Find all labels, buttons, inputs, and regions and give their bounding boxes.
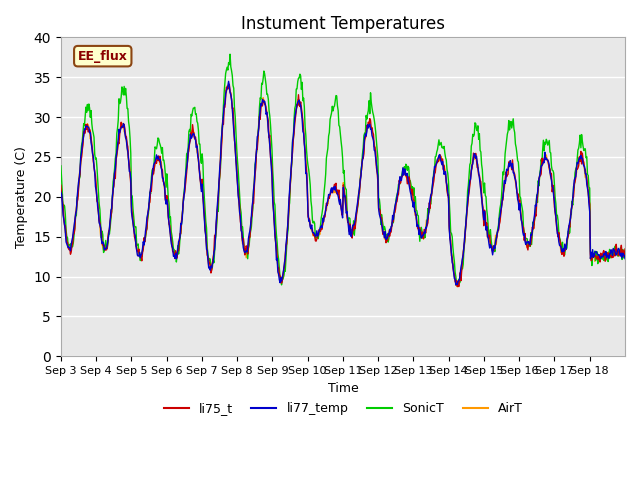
SonicT bbox=[124, 106, 131, 111]
li75_t bbox=[124, 141, 131, 146]
Y-axis label: Temperature (C): Temperature (C) bbox=[15, 146, 28, 248]
Line: li77_temp: li77_temp bbox=[61, 81, 625, 285]
li77_temp bbox=[255, 114, 263, 120]
SonicT bbox=[228, 68, 236, 73]
SonicT bbox=[226, 51, 234, 57]
Line: AirT: AirT bbox=[61, 84, 625, 287]
li77_temp bbox=[225, 78, 232, 84]
AirT bbox=[124, 143, 131, 148]
AirT bbox=[454, 284, 461, 290]
li75_t bbox=[225, 82, 233, 87]
AirT bbox=[225, 82, 232, 87]
AirT bbox=[621, 249, 629, 254]
li75_t bbox=[621, 246, 629, 252]
li77_temp bbox=[277, 275, 285, 281]
SonicT bbox=[621, 251, 629, 256]
SonicT bbox=[57, 163, 65, 169]
li77_temp bbox=[621, 256, 629, 262]
AirT bbox=[228, 96, 236, 102]
AirT bbox=[402, 174, 410, 180]
li77_temp bbox=[434, 156, 442, 162]
SonicT bbox=[435, 142, 442, 148]
SonicT bbox=[278, 282, 285, 288]
li77_temp bbox=[57, 190, 65, 195]
AirT bbox=[57, 182, 65, 188]
li75_t bbox=[402, 173, 410, 179]
Text: EE_flux: EE_flux bbox=[78, 49, 128, 63]
SonicT bbox=[255, 104, 263, 110]
li77_temp bbox=[124, 145, 131, 151]
li77_temp bbox=[452, 282, 460, 288]
AirT bbox=[434, 156, 442, 162]
li75_t bbox=[434, 158, 442, 164]
Line: SonicT: SonicT bbox=[61, 54, 625, 285]
li75_t bbox=[277, 276, 285, 281]
AirT bbox=[277, 280, 285, 286]
li77_temp bbox=[228, 96, 236, 102]
li75_t bbox=[57, 182, 65, 188]
li75_t bbox=[228, 96, 236, 102]
Legend: li75_t, li77_temp, SonicT, AirT: li75_t, li77_temp, SonicT, AirT bbox=[159, 397, 527, 420]
Title: Instument Temperatures: Instument Temperatures bbox=[241, 15, 445, 33]
li77_temp bbox=[402, 172, 410, 178]
SonicT bbox=[403, 163, 410, 168]
X-axis label: Time: Time bbox=[328, 382, 358, 395]
li75_t bbox=[455, 284, 463, 289]
SonicT bbox=[277, 274, 285, 280]
li75_t bbox=[255, 113, 263, 119]
Line: li75_t: li75_t bbox=[61, 84, 625, 287]
AirT bbox=[255, 111, 263, 117]
